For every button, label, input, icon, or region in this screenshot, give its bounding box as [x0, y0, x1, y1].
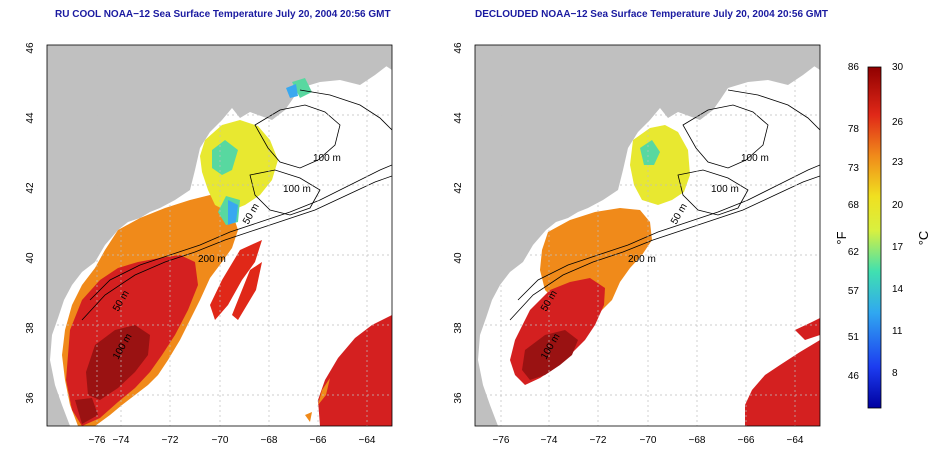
x-tick-label: −74 — [541, 435, 558, 446]
y-tick-label: 46 — [453, 42, 464, 54]
colorbar-c-label: 26 — [892, 117, 904, 128]
x-tick-label: −66 — [310, 435, 327, 446]
x-tick-label: −70 — [212, 435, 229, 446]
colorbar-c-label: 11 — [892, 326, 903, 337]
x-tick-label: −66 — [738, 435, 755, 446]
map-right-sst-se — [745, 318, 820, 426]
map-title-left: RU COOL NOAA−12 Sea Surface Temperature … — [55, 9, 391, 20]
contour-label: 200 m — [198, 254, 226, 265]
contour-label: 100 m — [313, 153, 341, 164]
x-tick-label: −70 — [640, 435, 657, 446]
x-tick-label: −68 — [261, 435, 278, 446]
map-left-sst-streaks — [210, 240, 262, 320]
y-tick-label: 42 — [453, 182, 464, 194]
map-left-y-axis: 46 44 42 40 38 36 — [25, 42, 36, 404]
x-tick-label: −68 — [689, 435, 706, 446]
y-tick-label: 38 — [25, 322, 36, 334]
colorbar-c-label: 17 — [892, 242, 904, 253]
x-tick-label: −74 — [113, 435, 130, 446]
y-tick-label: 36 — [453, 392, 464, 404]
colorbar: 86 78 73 68 62 57 51 46 30 26 23 20 17 1… — [834, 62, 931, 409]
colorbar-c-label: 8 — [892, 368, 898, 379]
map-right-sst-hot — [522, 330, 578, 380]
contour-label: 100 m — [711, 184, 739, 195]
x-tick-label: −64 — [787, 435, 804, 446]
contour-label: 200 m — [628, 254, 656, 265]
map-left-sst-se-edge — [305, 378, 330, 422]
y-tick-label: 40 — [25, 252, 36, 264]
map-right-y-axis: 46 44 42 40 38 36 — [453, 42, 464, 404]
x-tick-label: −72 — [590, 435, 607, 446]
map-left-sst-se — [318, 315, 392, 426]
y-tick-label: 40 — [453, 252, 464, 264]
colorbar-c-label: 23 — [892, 157, 904, 168]
colorbar-c-label: 20 — [892, 200, 904, 211]
colorbar-f-label: 57 — [848, 286, 860, 297]
colorbar-f-label: 62 — [848, 247, 860, 258]
colorbar-f-unit: °F — [834, 231, 849, 244]
colorbar-c-label: 14 — [892, 284, 904, 295]
colorbar-f-label: 86 — [848, 62, 860, 73]
map-right-land — [475, 45, 820, 426]
map-right-frame — [474, 44, 821, 427]
colorbar-c-label: 30 — [892, 62, 904, 73]
x-tick-label: −76 — [89, 435, 106, 446]
map-right: 100 m 100 m 50 m 200 m 50 m 100 m −76 −7… — [453, 42, 821, 446]
colorbar-f-label: 51 — [848, 332, 860, 343]
contour-label: 100 m — [741, 153, 769, 164]
map-left-grid — [47, 45, 392, 426]
map-left-x-axis: −76 −74 −72 −70 −68 −66 −64 — [89, 435, 376, 446]
map-left-sst-cold — [228, 84, 298, 225]
y-tick-label: 44 — [453, 112, 464, 124]
y-tick-label: 44 — [25, 112, 36, 124]
colorbar-f-label: 73 — [848, 163, 860, 174]
y-tick-label: 46 — [25, 42, 36, 54]
map-right-contours — [509, 89, 820, 321]
map-title-right: DECLOUDED NOAA−12 Sea Surface Temperatur… — [475, 9, 829, 20]
map-left-land — [47, 45, 392, 426]
y-tick-label: 36 — [25, 392, 36, 404]
colorbar-f-label: 46 — [848, 371, 860, 382]
colorbar-f-label: 68 — [848, 200, 860, 211]
y-tick-label: 42 — [25, 182, 36, 194]
x-tick-label: −76 — [493, 435, 510, 446]
colorbar-c-labels: 30 26 23 20 17 14 11 8 — [892, 62, 904, 379]
x-tick-label: −72 — [162, 435, 179, 446]
map-right-grid — [475, 45, 820, 426]
contour-label: 100 m — [283, 184, 311, 195]
map-left-frame — [46, 44, 393, 427]
colorbar-c-unit: °C — [916, 231, 931, 246]
colorbar-gradient — [867, 66, 882, 409]
colorbar-f-labels: 86 78 73 68 62 57 51 46 — [848, 62, 860, 382]
map-right-x-axis: −76 −74 −72 −70 −68 −66 −64 — [493, 435, 804, 446]
map-right-sst-cyan — [640, 140, 660, 165]
colorbar-f-label: 78 — [848, 124, 860, 135]
map-left-sst-cyan — [212, 78, 312, 225]
map-left-contours — [81, 89, 392, 321]
map-left: 100 m 100 m 50 m 200 m 50 m 100 m −76 −7… — [25, 42, 393, 446]
map-left-sst-hot — [75, 325, 150, 424]
x-tick-label: −64 — [359, 435, 376, 446]
y-tick-label: 38 — [453, 322, 464, 334]
map-left-sst-cool — [200, 120, 278, 212]
